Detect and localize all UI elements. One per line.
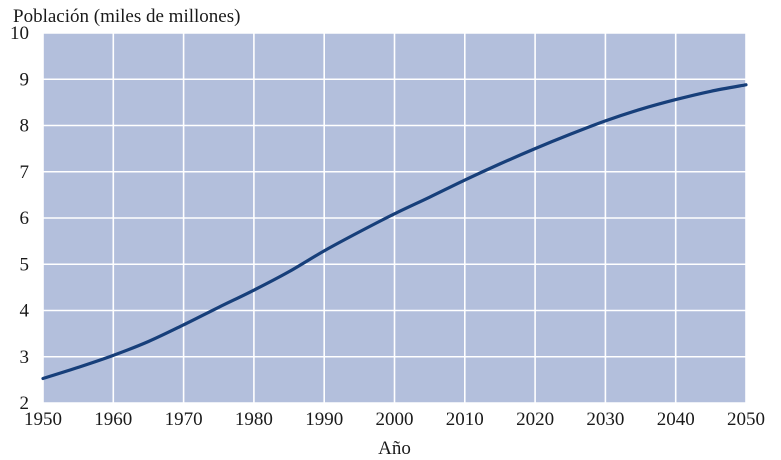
y-tick-labels: 2 3 4 5 6 7 8 9 10 — [10, 23, 30, 414]
x-tick-label: 2020 — [516, 409, 554, 430]
x-tick-label: 1950 — [24, 409, 62, 430]
x-tick-label: 1960 — [94, 409, 132, 430]
x-tick-label: 1990 — [305, 409, 343, 430]
x-tick-labels: 1950 1960 1970 1980 1990 2000 2010 2020 2030 2040… — [24, 409, 765, 430]
y-tick-label: 9 — [20, 69, 30, 90]
y-tick-label: 6 — [20, 208, 30, 229]
x-tick-label: 1980 — [235, 409, 273, 430]
y-tick-label: 10 — [10, 23, 29, 44]
y-tick-label: 4 — [20, 301, 30, 322]
grid-lines — [42, 32, 747, 404]
y-axis-title: Población (miles de millones) — [13, 6, 240, 27]
y-tick-label: 8 — [20, 116, 30, 137]
x-tick-label: 2010 — [446, 409, 484, 430]
x-tick-label: 2050 — [727, 409, 765, 430]
x-tick-label: 1970 — [165, 409, 203, 430]
x-axis-title: Año — [378, 438, 411, 459]
population-series-line — [41, 83, 748, 381]
y-tick-label: 3 — [20, 347, 30, 368]
y-tick-label: 5 — [20, 254, 30, 275]
x-tick-label: 2000 — [376, 409, 414, 430]
y-tick-label: 2 — [20, 393, 30, 414]
y-tick-label: 7 — [20, 162, 30, 183]
x-tick-label: 2040 — [657, 409, 695, 430]
x-tick-label: 2030 — [586, 409, 624, 430]
